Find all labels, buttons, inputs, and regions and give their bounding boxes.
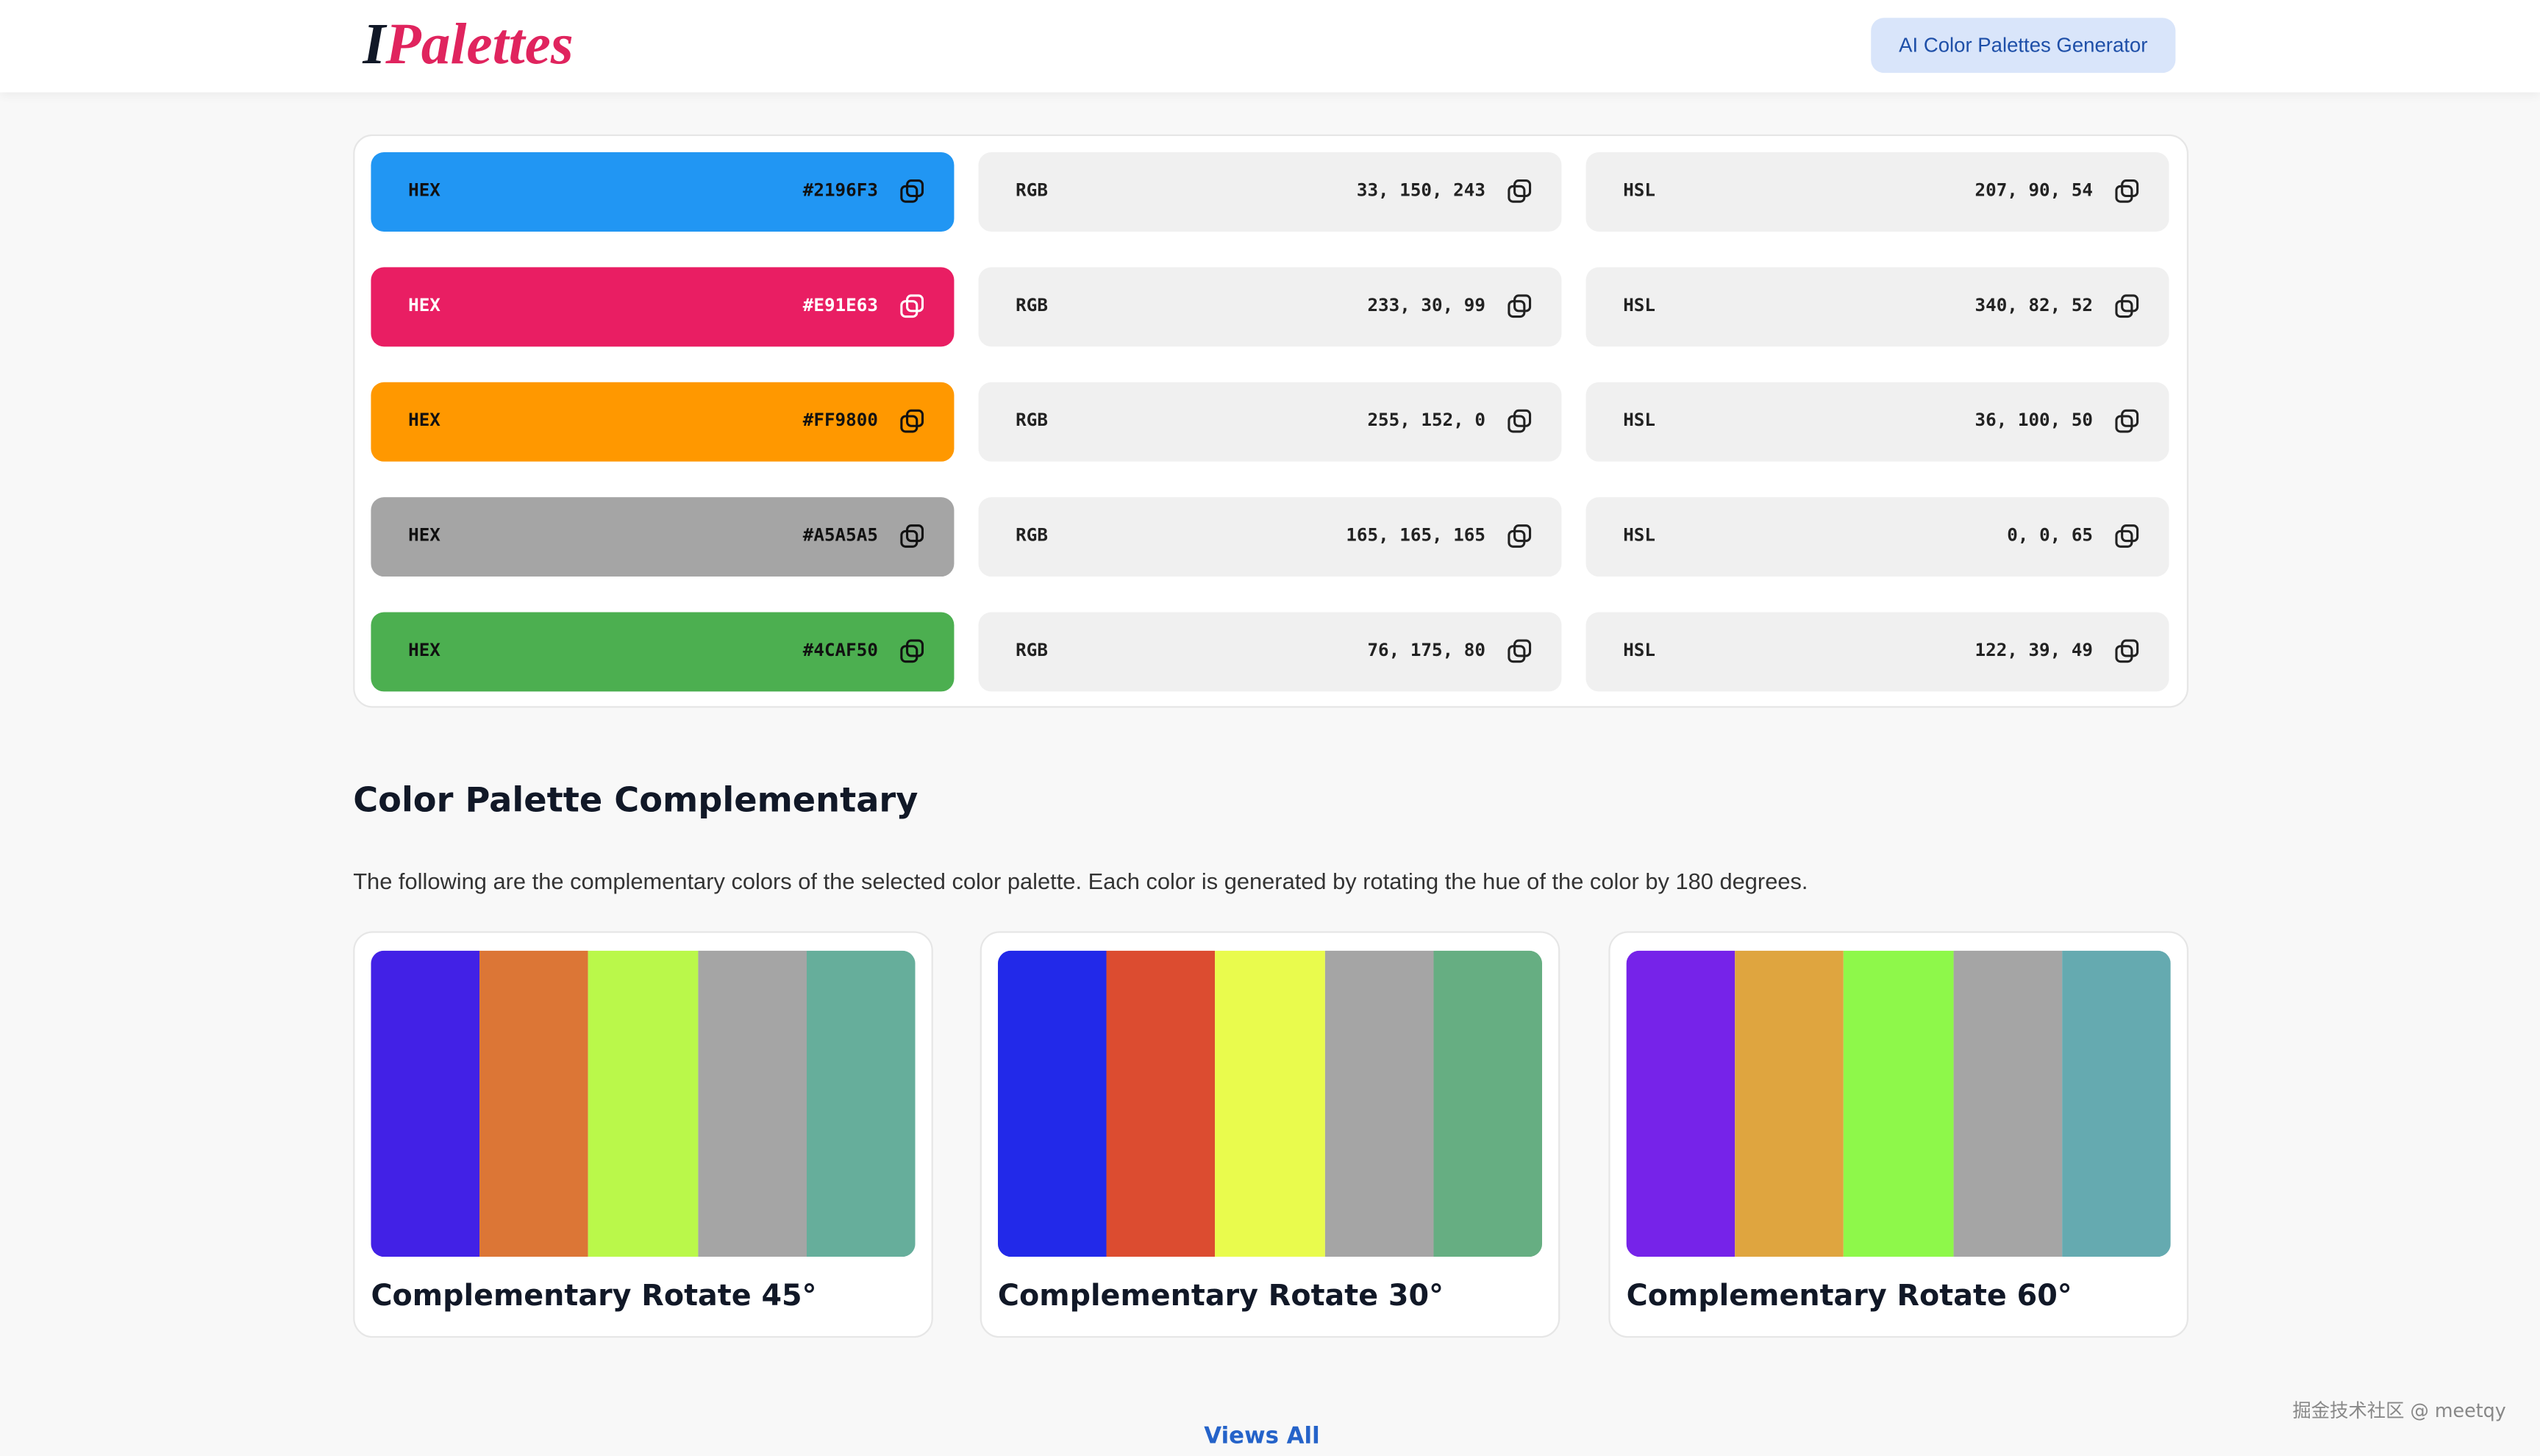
rgb-value: 76, 175, 80 <box>1367 639 1485 661</box>
rgb-cell: RGB 165, 165, 165 <box>978 497 1562 577</box>
hsl-value: 340, 82, 52 <box>1974 294 2094 316</box>
logo-i: I <box>363 11 386 76</box>
hex-value: #FF9800 <box>802 410 878 431</box>
hsl-value: 207, 90, 54 <box>1974 179 2094 201</box>
palette-strip <box>1626 950 2171 1257</box>
hex-cell: HEX #2196F3 <box>371 152 955 232</box>
hex-label: HEX <box>408 179 440 201</box>
color-swatch <box>997 950 1107 1257</box>
rgb-label: RGB <box>1016 179 1048 201</box>
views-all-link[interactable]: Views All <box>1204 1423 1320 1450</box>
palette-strip <box>997 950 1543 1257</box>
copy-icon[interactable] <box>1507 293 1533 319</box>
hex-value: #E91E63 <box>802 294 878 316</box>
copy-icon[interactable] <box>899 408 925 434</box>
copy-icon[interactable] <box>1507 178 1533 204</box>
hex-label: HEX <box>408 294 440 316</box>
hsl-label: HSL <box>1623 294 1655 316</box>
hex-value: #2196F3 <box>802 179 878 201</box>
rgb-label: RGB <box>1016 294 1048 316</box>
card-title: Complementary Rotate 60° <box>1626 1279 2072 1314</box>
copy-icon[interactable] <box>1507 638 1533 664</box>
hsl-cell: HSL 0, 0, 65 <box>1585 497 2169 577</box>
hsl-label: HSL <box>1623 524 1655 546</box>
rgb-value: 255, 152, 0 <box>1367 410 1485 431</box>
card-title: Complementary Rotate 45° <box>371 1279 817 1314</box>
color-swatch <box>1215 950 1325 1257</box>
copy-icon[interactable] <box>1507 523 1533 549</box>
hex-label: HEX <box>408 410 440 431</box>
color-swatch <box>588 950 698 1257</box>
logo[interactable]: IPalettes <box>363 10 573 78</box>
hex-label: HEX <box>408 524 440 546</box>
generator-button[interactable]: AI Color Palettes Generator <box>1871 18 2176 74</box>
color-swatch <box>697 950 807 1257</box>
hex-cell: HEX #A5A5A5 <box>371 497 955 577</box>
hex-value: #A5A5A5 <box>802 524 878 546</box>
color-swatch <box>2061 950 2171 1257</box>
hsl-label: HSL <box>1623 410 1655 431</box>
color-swatch <box>371 950 480 1257</box>
copy-icon[interactable] <box>2114 523 2140 549</box>
copy-icon[interactable] <box>2114 293 2140 319</box>
copy-icon[interactable] <box>2114 408 2140 434</box>
hex-cell: HEX #4CAF50 <box>371 612 955 692</box>
color-swatch <box>1844 950 1953 1257</box>
color-swatch <box>1433 950 1543 1257</box>
color-swatch <box>806 950 916 1257</box>
hsl-value: 122, 39, 49 <box>1974 639 2094 661</box>
copy-icon[interactable] <box>2114 638 2140 664</box>
hex-cell: HEX #FF9800 <box>371 382 955 462</box>
copy-icon[interactable] <box>899 523 925 549</box>
hsl-label: HSL <box>1623 639 1655 661</box>
rgb-cell: RGB 255, 152, 0 <box>978 382 1562 462</box>
color-swatch <box>1106 950 1216 1257</box>
copy-icon[interactable] <box>899 178 925 204</box>
rgb-cell: RGB 76, 175, 80 <box>978 612 1562 692</box>
hsl-value: 0, 0, 65 <box>2007 524 2094 546</box>
hex-cell: HEX #E91E63 <box>371 267 955 347</box>
watermark: 掘金技术社区 @ meetqy <box>2292 1399 2506 1422</box>
color-swatch <box>479 950 589 1257</box>
color-swatch <box>1735 950 1844 1257</box>
rgb-label: RGB <box>1016 524 1048 546</box>
hex-label: HEX <box>408 639 440 661</box>
hsl-cell: HSL 340, 82, 52 <box>1585 267 2169 347</box>
section-title: Color Palette Complementary <box>353 780 918 820</box>
section-description: The following are the complementary colo… <box>353 868 1808 894</box>
rgb-value: 233, 30, 99 <box>1367 294 1485 316</box>
palette-card[interactable]: Complementary Rotate 30° <box>980 931 1560 1338</box>
copy-icon[interactable] <box>1507 408 1533 434</box>
color-panel: HEX #2196F3 RGB 33, 150, 243 HSL 207, 90, 54 H… <box>353 134 2188 708</box>
rgb-cell: RGB 33, 150, 243 <box>978 152 1562 232</box>
copy-icon[interactable] <box>2114 178 2140 204</box>
card-title: Complementary Rotate 30° <box>997 1279 1444 1314</box>
copy-icon[interactable] <box>899 638 925 664</box>
rgb-value: 165, 165, 165 <box>1346 524 1485 546</box>
color-swatch <box>1324 950 1434 1257</box>
rgb-label: RGB <box>1016 410 1048 431</box>
palette-strip <box>371 950 916 1257</box>
rgb-value: 33, 150, 243 <box>1356 179 1485 201</box>
hsl-cell: HSL 36, 100, 50 <box>1585 382 2169 462</box>
palette-card[interactable]: Complementary Rotate 45° <box>353 931 933 1338</box>
color-swatch <box>1952 950 2062 1257</box>
copy-icon[interactable] <box>899 293 925 319</box>
hex-value: #4CAF50 <box>802 639 878 661</box>
palette-card[interactable]: Complementary Rotate 60° <box>1608 931 2188 1338</box>
hsl-cell: HSL 207, 90, 54 <box>1585 152 2169 232</box>
hsl-cell: HSL 122, 39, 49 <box>1585 612 2169 692</box>
rgb-cell: RGB 233, 30, 99 <box>978 267 1562 347</box>
color-swatch <box>1626 950 1735 1257</box>
hsl-value: 36, 100, 50 <box>1974 410 2094 431</box>
hsl-label: HSL <box>1623 179 1655 201</box>
logo-text: Palettes <box>385 11 574 76</box>
rgb-label: RGB <box>1016 639 1048 661</box>
